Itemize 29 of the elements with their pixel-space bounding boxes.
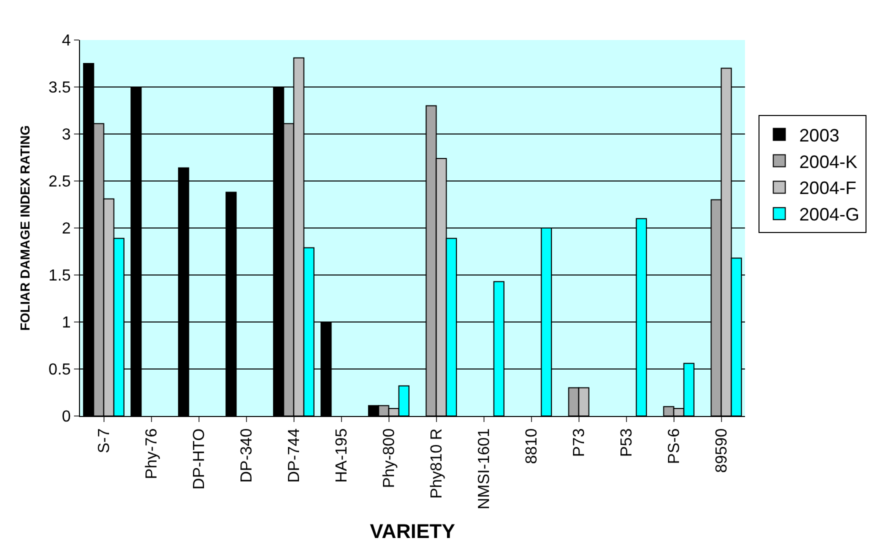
x-tick-label: P53 (618, 428, 636, 457)
x-tick-label: DP-340 (238, 428, 256, 483)
x-tick-label: 89590 (713, 428, 730, 473)
legend-label: 2004-F (799, 178, 856, 198)
x-tick-label: P73 (570, 428, 588, 457)
y-tick-label: 1.5 (48, 268, 71, 285)
y-tick-label: 3.5 (48, 80, 71, 97)
y-tick-label: 2 (62, 220, 71, 238)
y-axis-title: FOLIAR DAMAGE INDEX RATING (18, 125, 32, 331)
x-tick-label: DP-HTO (190, 428, 208, 490)
y-tick-label: 0.5 (48, 362, 71, 379)
y-tick-label: 2.5 (48, 174, 71, 191)
x-tick-label: HA-195 (333, 428, 350, 483)
x-tick-label: DP-744 (286, 428, 303, 483)
x-axis-title: VARIETY (370, 520, 456, 543)
x-tick-label: NMSI-1601 (476, 428, 493, 510)
legend-label: 2004-K (799, 152, 858, 172)
x-tick-label: Phy810 R (428, 428, 446, 499)
x-tick-label: Phy-76 (143, 428, 160, 480)
x-tick-label: 8810 (523, 428, 540, 464)
legend-label: 2003 (799, 125, 840, 146)
x-tick-label: Phy-800 (380, 428, 398, 488)
x-tick-label: PS-6 (666, 428, 683, 464)
y-tick-label: 1 (62, 314, 71, 332)
x-tick-label: S-7 (96, 428, 113, 454)
legend-label: 2004-G (799, 204, 860, 225)
y-tick-label: 4 (62, 32, 71, 50)
y-tick-label: 3 (62, 126, 71, 144)
y-tick-label: 0 (62, 408, 71, 426)
